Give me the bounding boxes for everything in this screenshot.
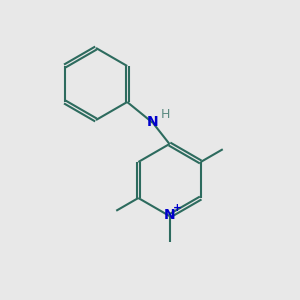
Text: +: +	[173, 203, 182, 213]
Text: H: H	[161, 108, 170, 121]
Text: N: N	[147, 115, 159, 128]
Text: N: N	[164, 208, 175, 222]
